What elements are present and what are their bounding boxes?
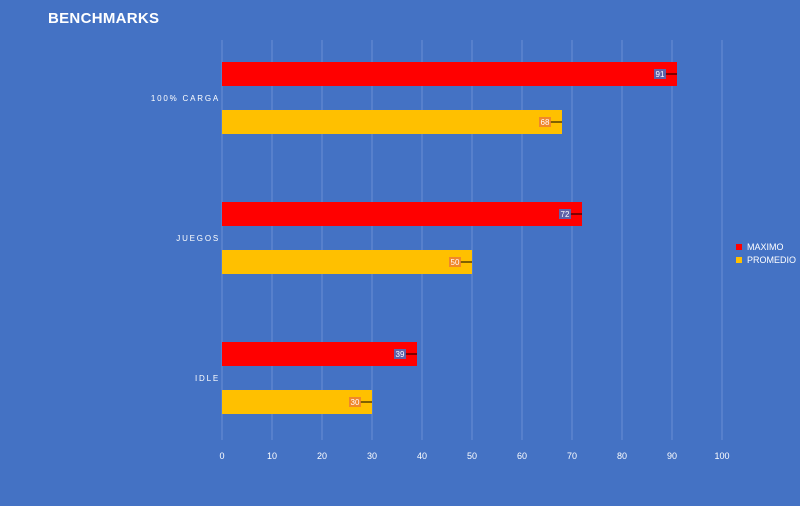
x-tick-label: 60 xyxy=(517,451,527,461)
legend-item-maximo: MAXIMO xyxy=(736,240,796,253)
bars: 91 68 72 50 39 30 xyxy=(222,62,677,414)
data-label: 72 xyxy=(561,210,570,219)
x-tick-label: 20 xyxy=(317,451,327,461)
data-label: 30 xyxy=(351,398,360,407)
chart-title: BENCHMARKS xyxy=(48,10,160,27)
x-tick-label: 70 xyxy=(567,451,577,461)
data-label-bg xyxy=(654,69,666,79)
bar-promedio xyxy=(222,390,372,414)
legend-swatch-promedio xyxy=(736,256,742,263)
category-labels: 100% CARGA JUEGOS IDLE xyxy=(151,94,220,383)
x-tick-label: 100 xyxy=(714,451,729,461)
x-tick-label: 50 xyxy=(467,451,477,461)
bar-promedio xyxy=(222,250,472,274)
category-label: JUEGOS xyxy=(176,234,220,243)
data-label-bg xyxy=(539,117,551,127)
data-label-bg xyxy=(394,349,406,359)
legend-item-promedio: PROMEDIO xyxy=(736,253,796,266)
bar-promedio xyxy=(222,110,562,134)
gridlines xyxy=(221,40,723,440)
legend: MAXIMO PROMEDIO xyxy=(736,240,796,266)
x-tick-label: 0 xyxy=(219,451,224,461)
data-label-bg xyxy=(559,209,571,219)
bar-maximo xyxy=(222,342,417,366)
x-tick-label: 30 xyxy=(367,451,377,461)
category-label: IDLE xyxy=(195,374,220,383)
data-label: 91 xyxy=(656,70,665,79)
bar-maximo xyxy=(222,202,582,226)
data-label: 39 xyxy=(396,350,405,359)
x-tick-labels: 0 10 20 30 40 50 60 70 80 90 100 xyxy=(219,451,729,461)
data-label-bg xyxy=(449,257,461,267)
category-label: 100% CARGA xyxy=(151,94,220,103)
legend-label-promedio: PROMEDIO xyxy=(747,254,797,265)
legend-label-maximo: MAXIMO xyxy=(747,241,784,252)
bar-maximo xyxy=(222,62,677,86)
data-label-bg xyxy=(349,397,361,407)
x-tick-label: 80 xyxy=(617,451,627,461)
x-tick-label: 40 xyxy=(417,451,427,461)
legend-swatch-maximo xyxy=(736,243,742,250)
data-label: 68 xyxy=(541,118,550,127)
x-tick-label: 10 xyxy=(267,451,277,461)
x-tick-label: 90 xyxy=(667,451,677,461)
data-label: 50 xyxy=(451,258,460,267)
